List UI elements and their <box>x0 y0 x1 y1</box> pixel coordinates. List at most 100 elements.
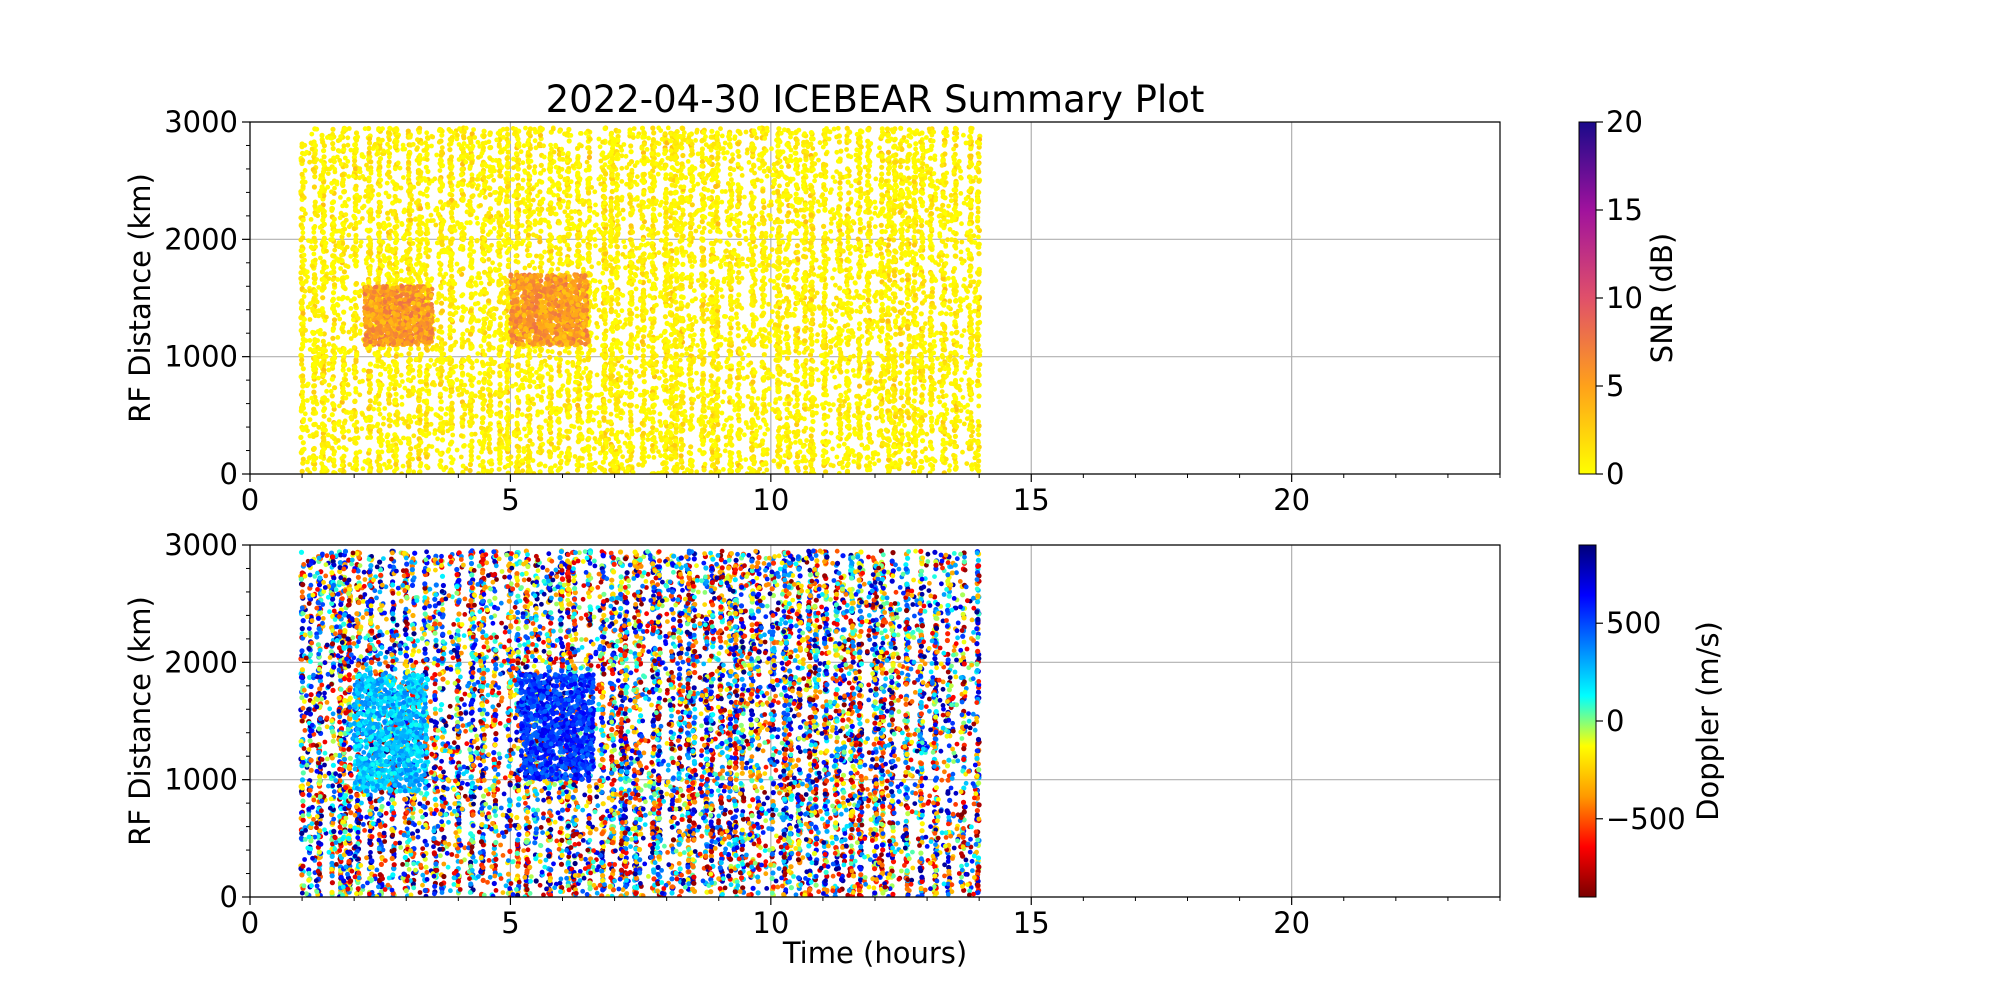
scatter-point <box>640 347 646 353</box>
scatter-point <box>575 155 581 161</box>
scatter-point <box>366 278 372 284</box>
scatter-point <box>794 183 800 189</box>
scatter-point <box>424 454 430 460</box>
scatter-point <box>602 251 608 257</box>
scatter-point <box>527 383 533 389</box>
scatter-point <box>673 454 679 460</box>
scatter-point <box>377 427 383 433</box>
scatter-point <box>650 223 656 229</box>
scatter-point <box>709 128 715 134</box>
scatter-point <box>803 254 809 260</box>
scatter-point <box>728 463 735 469</box>
scatter-point <box>585 244 591 250</box>
scatter-point <box>808 217 814 223</box>
scatter-point <box>353 302 359 308</box>
scatter-point <box>486 333 492 339</box>
scatter-point <box>321 143 327 149</box>
scatter-point <box>298 270 304 276</box>
scatter-point <box>331 158 337 164</box>
scatter-point <box>352 398 358 404</box>
scatter-point <box>548 423 554 429</box>
scatter-point <box>668 138 674 144</box>
scatter-point <box>417 364 423 370</box>
scatter-point <box>515 234 521 241</box>
scatter-point <box>329 412 335 418</box>
scatter-point <box>479 419 486 426</box>
scatter-point <box>548 267 555 273</box>
scatter-point <box>565 435 571 441</box>
scatter-point <box>329 356 335 363</box>
scatter-point <box>447 335 453 341</box>
scatter-point <box>527 354 533 361</box>
scatter-point <box>556 368 562 374</box>
scatter-point <box>639 339 645 345</box>
scatter-point <box>467 461 473 468</box>
scatter-point <box>393 353 399 359</box>
scatter-point <box>525 194 531 200</box>
scatter-point <box>844 375 850 381</box>
scatter-point <box>486 298 492 304</box>
scatter-point <box>377 371 384 377</box>
scatter-point <box>576 425 583 431</box>
scatter-point <box>735 386 741 392</box>
scatter-point <box>366 145 373 151</box>
scatter-point <box>708 373 714 379</box>
scatter-point <box>822 230 829 236</box>
scatter-point <box>406 223 412 229</box>
scatter-point <box>321 193 327 199</box>
scatter-point <box>663 465 670 471</box>
scatter-point <box>312 354 318 360</box>
scatter-point <box>298 408 304 414</box>
scatter-point <box>614 244 621 250</box>
scatter-point <box>793 207 799 213</box>
scatter-point <box>353 236 359 242</box>
scatter-point <box>406 351 412 357</box>
scatter-point <box>673 351 679 357</box>
scatter-point <box>700 254 707 260</box>
scatter-point <box>749 228 756 234</box>
scatter-point <box>311 184 317 190</box>
scatter-point <box>505 398 511 404</box>
scatter-point <box>480 228 486 235</box>
scatter-point <box>640 430 647 436</box>
scatter-point <box>708 437 715 443</box>
scatter-point <box>319 132 325 138</box>
scatter-point <box>575 248 581 254</box>
scatter-point <box>525 359 531 365</box>
scatter-point <box>794 397 800 403</box>
scatter-point <box>394 260 400 266</box>
scatter-point <box>783 324 790 330</box>
scatter-point <box>601 363 608 369</box>
scatter-point <box>641 379 647 385</box>
scatter-point <box>709 246 716 252</box>
scatter-point <box>822 311 828 317</box>
scatter-point <box>823 306 829 312</box>
scatter-point <box>340 367 346 373</box>
scatter-point <box>339 277 345 284</box>
scatter-point <box>602 405 608 411</box>
scatter-point <box>821 223 827 229</box>
scatter-point <box>672 157 678 163</box>
scatter-point <box>320 229 326 235</box>
scatter-point <box>321 154 327 160</box>
scatter-point <box>735 333 741 339</box>
scatter-point <box>688 444 694 450</box>
scatter-point <box>332 385 338 391</box>
scatter-point <box>449 400 455 406</box>
scatter-point <box>438 399 444 405</box>
scatter-point <box>351 225 357 232</box>
scatter-point <box>649 324 655 331</box>
scatter-point <box>482 304 488 310</box>
scatter-point <box>662 444 668 450</box>
scatter-point <box>341 453 347 459</box>
scatter-point <box>651 183 657 189</box>
scatter-point <box>438 406 445 412</box>
scatter-point <box>488 144 494 151</box>
scatter-point <box>496 466 502 472</box>
scatter-point <box>299 353 305 359</box>
scatter-point <box>700 438 706 444</box>
scatter-point <box>486 325 492 332</box>
scatter-point <box>727 330 733 336</box>
scatter-point <box>322 212 328 219</box>
scatter-point <box>808 433 814 439</box>
